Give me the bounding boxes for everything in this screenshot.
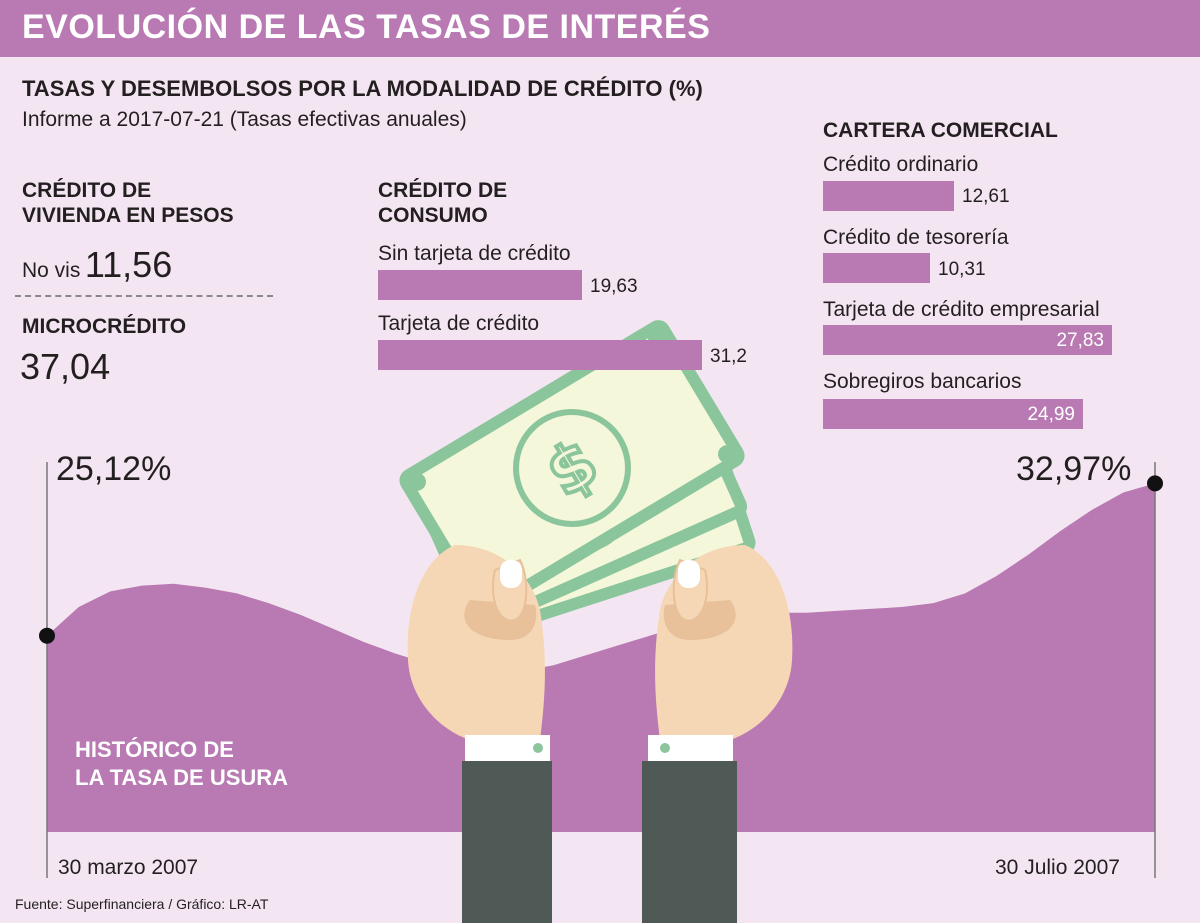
comercial-value-1: 10,31 <box>938 259 986 280</box>
usura-start-point <box>39 627 55 644</box>
vivienda-title-line1: CRÉDITO DE <box>22 179 152 202</box>
consumo-bar-1 <box>378 340 702 370</box>
report-date: Informe a 2017-07-21 (Tasas efectivas an… <box>22 108 467 131</box>
source-note: Fuente: Superfinanciera / Gráfico: LR-AT <box>15 896 269 912</box>
comercial-title: CARTERA COMERCIAL <box>823 119 1058 142</box>
vivienda-title: CRÉDITO DE VIVIENDA EN PESOS <box>22 178 234 228</box>
consumo-label-1: Tarjeta de crédito <box>378 312 540 335</box>
divider <box>15 295 273 297</box>
comercial-bar-1 <box>823 253 930 283</box>
comercial-label-0: Crédito ordinario <box>823 153 979 176</box>
microcredito-value: 37,04 <box>20 346 111 387</box>
usura-start-date: 30 marzo 2007 <box>58 856 199 879</box>
comercial-bar-3 <box>823 399 1083 429</box>
comercial-value-3: 24,99 <box>1027 404 1075 425</box>
comercial-bar-2 <box>823 325 1112 355</box>
consumo-title: CRÉDITO DE CONSUMO <box>378 178 507 228</box>
header-band <box>0 0 1200 57</box>
vivienda-label: No vis <box>22 259 81 282</box>
vivienda-title-line2: VIVIENDA EN PESOS <box>22 204 234 227</box>
comercial-value-2: 27,83 <box>1056 330 1104 351</box>
usura-label: HISTÓRICO DE LA TASA DE USURA <box>75 736 288 792</box>
consumo-label-0: Sin tarjeta de crédito <box>378 242 571 265</box>
consumo-title-line2: CONSUMO <box>378 204 488 227</box>
comercial-label-2: Tarjeta de crédito empresarial <box>823 298 1100 321</box>
consumo-value-1: 31,2 <box>710 346 747 367</box>
comercial-value-0: 12,61 <box>962 186 1010 207</box>
usura-label-line1: HISTÓRICO DE <box>75 737 234 762</box>
usura-start-value: 25,12% <box>56 450 172 488</box>
consumo-bar-0 <box>378 270 582 300</box>
vivienda-value: 11,56 <box>84 244 173 285</box>
usura-area-layer <box>39 462 1163 878</box>
comercial-label-1: Crédito de tesorería <box>823 226 1009 249</box>
vivienda-value-row: No vis 11,56 <box>22 244 172 286</box>
page-title: EVOLUCIÓN DE LAS TASAS DE INTERÉS <box>22 8 711 46</box>
microcredito-title: MICROCRÉDITO <box>22 315 187 338</box>
chart-subtitle: TASAS Y DESEMBOLSOS POR LA MODALIDAD DE … <box>22 76 703 101</box>
comercial-label-3: Sobregiros bancarios <box>823 370 1022 393</box>
usura-end-date: 30 Julio 2007 <box>995 856 1120 879</box>
usura-end-point <box>1147 475 1163 492</box>
comercial-bar-0 <box>823 181 954 211</box>
money-hands-illustration: $ <box>399 320 793 923</box>
usura-area <box>47 483 1155 832</box>
consumo-title-line1: CRÉDITO DE <box>378 179 508 202</box>
usura-label-line2: LA TASA DE USURA <box>75 765 289 790</box>
usura-end-value: 32,97% <box>1016 450 1132 488</box>
consumo-value-0: 19,63 <box>590 276 638 297</box>
